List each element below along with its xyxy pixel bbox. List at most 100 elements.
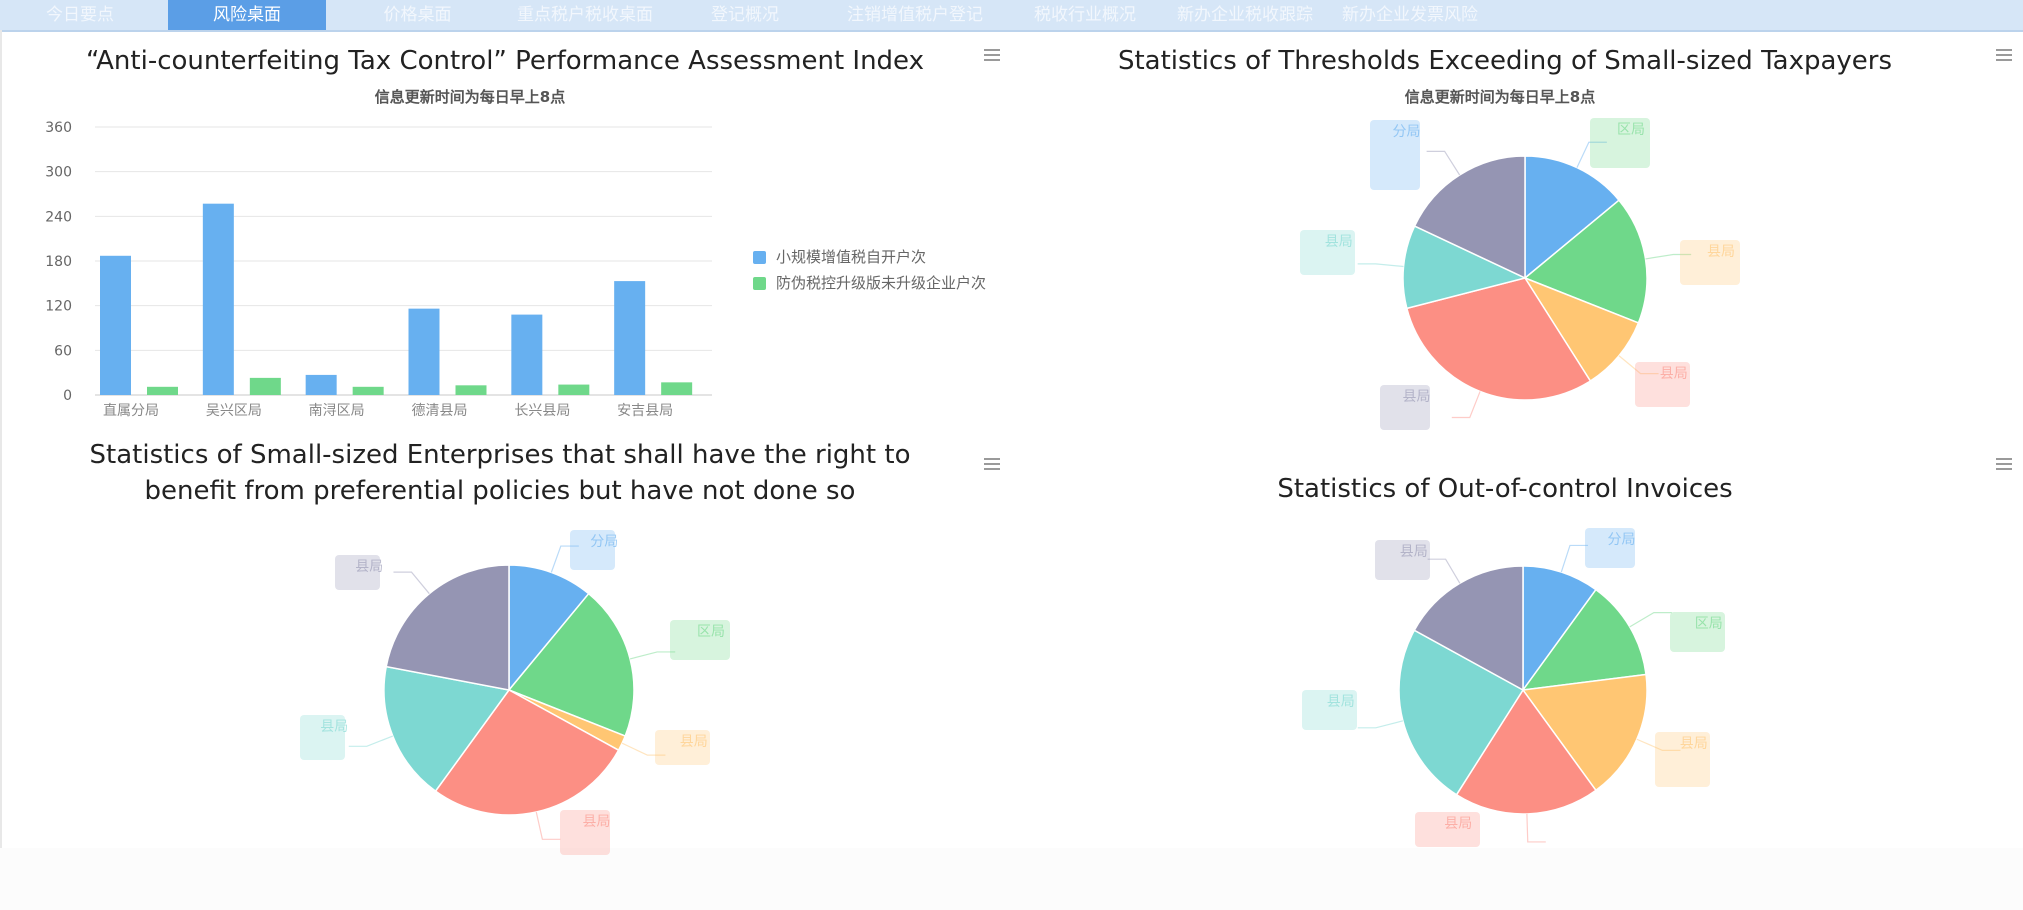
pie-label-line [348, 735, 393, 747]
pie-label-blur [1415, 812, 1480, 847]
pie-slice-label: 县局 [1444, 816, 1473, 832]
tab-7[interactable]: 新办企业税收跟踪 [1177, 5, 1313, 25]
pie-label-line [1426, 150, 1461, 176]
pie-label-line [629, 651, 676, 660]
pie-slice[interactable] [1523, 276, 1640, 383]
pie-label-blur [1680, 240, 1740, 285]
legend-item[interactable]: 小规模增值税自开户次 [753, 244, 986, 270]
bar-green[interactable] [661, 382, 693, 395]
pie-label-blur [1585, 528, 1635, 568]
pie-slice[interactable] [383, 665, 511, 793]
bar-panel-subtitle: 信息更新时间为每日早上8点 [374, 88, 566, 106]
pie-slice-label: 区局 [1694, 616, 1723, 632]
tab-0[interactable]: 今日要点 [46, 5, 114, 25]
pie-slice-label: 县局 [1659, 366, 1688, 382]
x-tick-label: 吴兴区局 [206, 403, 262, 419]
pie-slice[interactable] [1402, 225, 1528, 310]
x-tick-label: 长兴县局 [514, 403, 570, 419]
legend-label: 小规模增值税自开户次 [776, 248, 927, 266]
bar-green[interactable] [147, 386, 178, 395]
pie-label-blur [335, 555, 380, 590]
pie-slice-label: 县局 [582, 814, 611, 830]
pie-slice[interactable] [1523, 199, 1648, 324]
pie-label-line [1427, 558, 1461, 584]
bar-blue[interactable] [408, 308, 440, 395]
tab-3[interactable]: 重点税户税收桌面 [517, 5, 653, 25]
pie1-panel-subtitle: 信息更新时间为每日早上8点 [1404, 88, 1596, 106]
x-tick-label: 安吉县局 [617, 403, 673, 419]
pie-slice[interactable] [507, 592, 635, 737]
pie-slice-label: 区局 [697, 624, 725, 640]
bar-blue[interactable] [202, 203, 234, 395]
pie-label-line [1526, 813, 1546, 843]
pie-slice[interactable] [434, 689, 620, 816]
hamburger-menu-icon[interactable] [1996, 458, 2012, 470]
pie-label-blur [1370, 120, 1420, 190]
tab-1[interactable]: 风险桌面 [168, 0, 326, 30]
pie-slice[interactable] [508, 564, 590, 693]
x-tick-label: 德清县局 [412, 403, 468, 419]
tab-5[interactable]: 注销增值税户登记 [847, 5, 983, 25]
pie-slice[interactable] [1521, 588, 1647, 691]
pie-slice-label: 分局 [1607, 532, 1636, 548]
pie-slice[interactable] [1413, 565, 1524, 692]
bar-green[interactable] [249, 377, 281, 395]
bar-chart: 0 60 120 180 240 300 360 直属分局 吴兴区局 南浔区局 德清县局 长兴县局 安吉… [45, 120, 712, 419]
pie1-panel-title: Statistics of Thresholds Exceeding of Sm… [1117, 46, 1893, 76]
pie-slice[interactable] [1524, 155, 1621, 280]
pie-slice-label: 县局 [1326, 694, 1355, 710]
pie-label-line [1357, 720, 1404, 729]
pie-slice[interactable] [1413, 155, 1526, 280]
pie-slice-label: 分局 [590, 534, 619, 550]
pie-slice-label: 县局 [1399, 544, 1428, 560]
bar-legend: 小规模增值税自开户次 防伪税控升级版未升级企业户次 [753, 244, 986, 296]
pie-label-line [1560, 544, 1588, 573]
pie-label-line [393, 571, 430, 595]
top-navigation-bar: 今日要点 风险桌面 价格桌面 重点税户税收桌面 登记概况 注销增值税户登记 税收… [0, 0, 2023, 32]
bar-blue[interactable] [614, 281, 646, 395]
y-tick-label: 120 [45, 299, 72, 315]
pie-slice[interactable] [1405, 277, 1592, 401]
pie-label-blur [560, 810, 610, 855]
pie-slice-label: 县局 [1707, 244, 1735, 260]
pie-label-blur [1670, 612, 1725, 652]
tab-4[interactable]: 登记概况 [711, 5, 779, 25]
bar-green[interactable] [455, 385, 487, 395]
hamburger-menu-icon[interactable] [984, 458, 1000, 470]
pie-label-blur [1655, 732, 1710, 787]
bar-blue[interactable] [100, 255, 131, 395]
pie-slice[interactable] [1522, 565, 1597, 693]
pie-slice[interactable] [385, 564, 510, 691]
pie-label-line [1645, 253, 1692, 260]
legend-swatch [753, 251, 766, 264]
bar-blue[interactable] [305, 374, 337, 395]
pie-slice[interactable] [1521, 673, 1648, 792]
bar-blue[interactable] [511, 314, 543, 395]
tab-2[interactable]: 价格桌面 [383, 5, 452, 25]
pie-label-line [1629, 612, 1672, 628]
legend-label: 防伪税控升级版未升级企业户次 [776, 274, 987, 292]
x-tick-label: 南浔区局 [309, 403, 365, 419]
hamburger-menu-icon[interactable] [984, 49, 1000, 61]
pie-label-line [1636, 738, 1681, 751]
left-border [0, 30, 2, 910]
pie-label-blur [1590, 118, 1650, 168]
bar-green[interactable] [558, 384, 590, 395]
tab-8[interactable]: 新办企业发票风险 [1342, 5, 1478, 25]
pie-slice[interactable] [1398, 629, 1525, 796]
pie-label-line [621, 742, 666, 756]
pie-label-line [1618, 355, 1659, 375]
pie2-panel-title-line2: benefit from preferential policies but h… [144, 476, 856, 506]
bar-green[interactable] [352, 386, 384, 395]
pie-label-line [550, 545, 579, 573]
pie-slice[interactable] [1455, 688, 1597, 815]
pie-label-blur [1635, 362, 1690, 407]
pie-slice-label: 县局 [320, 719, 349, 735]
y-tick-label: 60 [54, 343, 72, 359]
hamburger-menu-icon[interactable] [1996, 49, 2012, 61]
x-tick-label: 直属分局 [103, 402, 159, 419]
tab-6[interactable]: 税收行业概况 [1034, 5, 1136, 25]
pie-label-blur [570, 530, 615, 570]
legend-item[interactable]: 防伪税控升级版未升级企业户次 [753, 270, 986, 296]
pie-label-blur [655, 730, 710, 765]
